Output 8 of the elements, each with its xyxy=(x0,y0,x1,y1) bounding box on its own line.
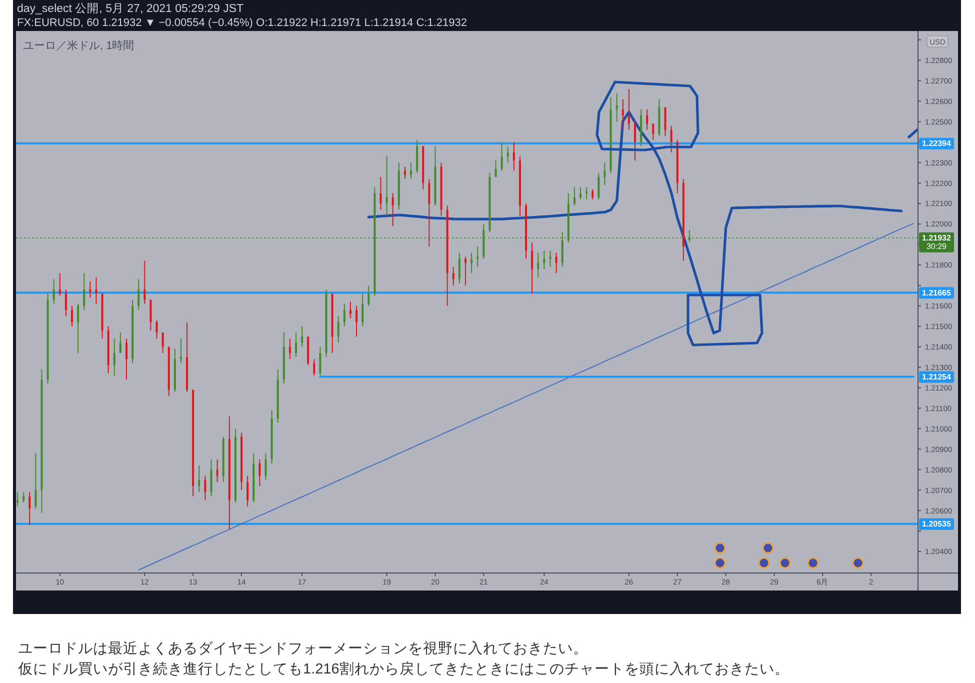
series-label: 1.21254 xyxy=(922,372,952,382)
subtitle: FX:EURUSD, 60 1.21932 ▼ −0.00554 (−0.45%) O:1.21922 H:1.21971 L:1.21914 C:1.21932 xyxy=(17,17,467,29)
ref-line-label: 1.20535 xyxy=(922,520,952,529)
ref-line-label: 1.21665 xyxy=(922,288,952,298)
caption: 仮にドル買いが引き続き進行したとしても1.216割れから戻してきたときにはこのチャートを頭に入れておきたい。 xyxy=(18,662,790,678)
ref-line-label: 1.22394 xyxy=(922,139,952,148)
title: day_select 公開, 5月 27, 2021 05:29:29 JST xyxy=(17,3,244,15)
caption: ユーロドルは最近よくあるダイヤモンドフォーメーションを視野に入れておきたい。 xyxy=(18,641,588,657)
